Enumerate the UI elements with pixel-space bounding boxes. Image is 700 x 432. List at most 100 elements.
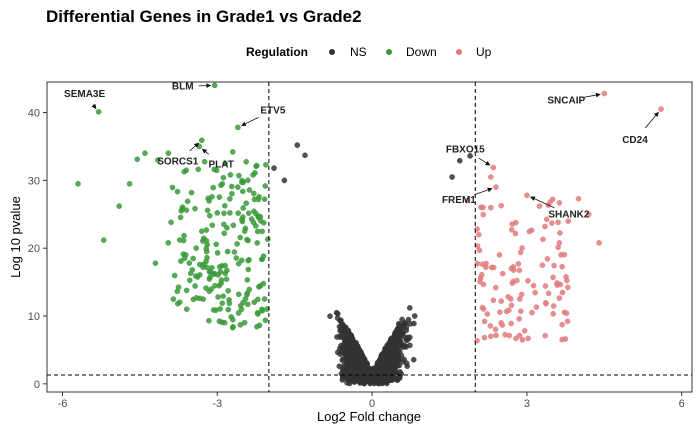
ns-point — [410, 356, 417, 363]
up-point — [483, 260, 489, 267]
down-point — [142, 150, 148, 156]
down-point — [206, 269, 213, 275]
down-point — [183, 167, 190, 173]
up-point — [496, 309, 503, 316]
down-point — [254, 296, 261, 303]
down-point — [174, 300, 181, 307]
up-point — [559, 289, 566, 296]
ns-point — [403, 360, 410, 367]
down-point — [235, 210, 241, 216]
down-point — [239, 177, 245, 184]
up-point — [564, 277, 570, 284]
up-point — [515, 260, 522, 267]
ns-point — [333, 309, 340, 316]
down-point — [192, 283, 198, 289]
legend-swatch-up — [456, 49, 462, 55]
annotation-arrow — [530, 196, 555, 209]
ns-point — [338, 348, 345, 355]
annotation-arrow — [581, 92, 601, 98]
legend-title: Regulation — [246, 45, 308, 59]
down-point — [207, 274, 213, 281]
down-point — [239, 188, 246, 195]
down-point — [240, 299, 246, 306]
down-point — [95, 109, 102, 115]
up-point — [542, 223, 548, 230]
up-point — [558, 251, 564, 258]
y-tick-label: 10 — [28, 311, 40, 323]
down-point — [220, 293, 226, 300]
down-point — [260, 253, 267, 260]
down-point — [222, 160, 228, 167]
down-point — [206, 212, 213, 219]
down-point — [203, 248, 210, 255]
down-point — [215, 294, 221, 300]
ns-point — [351, 352, 358, 359]
down-point — [75, 180, 81, 187]
down-point — [209, 193, 215, 200]
ns-point — [327, 313, 333, 320]
ns-point — [349, 344, 356, 351]
down-point — [214, 250, 221, 256]
up-point — [559, 321, 566, 328]
down-point — [229, 190, 235, 197]
down-point — [198, 137, 205, 144]
down-point — [245, 177, 251, 184]
y-tick-label: 40 — [28, 108, 40, 120]
down-point — [183, 306, 190, 313]
up-point — [487, 174, 494, 180]
ns-point — [399, 325, 405, 332]
up-point — [563, 310, 570, 317]
up-point — [513, 335, 519, 342]
up-point — [518, 291, 525, 298]
legend-label-ns: NS — [350, 45, 367, 59]
up-point — [521, 328, 528, 334]
down-point — [188, 189, 195, 196]
down-point — [256, 284, 262, 290]
down-point — [227, 172, 234, 178]
up-point — [551, 262, 557, 269]
chart-title: Differential Genes in Grade1 vs Grade2 — [46, 7, 362, 26]
gene-label-frem1: FREM1 — [442, 195, 476, 206]
ns-point — [396, 362, 403, 369]
x-tick-label: 6 — [679, 398, 685, 410]
down-point — [201, 158, 208, 165]
down-point — [220, 221, 227, 228]
down-point — [237, 234, 243, 241]
ns-point — [456, 157, 463, 164]
down-point — [168, 219, 174, 226]
up-point — [575, 195, 582, 202]
up-point — [498, 202, 505, 209]
down-point — [235, 184, 241, 190]
up-point — [493, 184, 499, 190]
up-point — [481, 318, 488, 325]
legend: Regulation NS Down Up — [246, 45, 492, 59]
gene-label-sorcs1: SORCS1 — [157, 156, 199, 167]
down-point — [262, 183, 269, 189]
down-point — [223, 276, 230, 283]
ns-point — [405, 316, 412, 323]
up-point — [498, 298, 505, 304]
up-point — [480, 211, 487, 218]
down-point — [235, 260, 242, 267]
gene-label-etv5: ETV5 — [260, 105, 285, 116]
annotation-arrow — [201, 148, 210, 155]
up-point — [549, 220, 555, 226]
up-point — [596, 239, 602, 246]
ns-point — [385, 355, 391, 361]
gene-label-cd24: CD24 — [622, 135, 648, 146]
up-point — [559, 263, 565, 270]
up-point — [480, 306, 487, 312]
down-point — [217, 268, 224, 275]
ns-point — [406, 305, 413, 311]
down-point — [264, 306, 270, 312]
down-point — [261, 196, 268, 202]
down-point — [181, 232, 187, 239]
up-point — [474, 226, 480, 232]
up-point — [503, 308, 510, 315]
gene-label-plat: PLAT — [209, 159, 234, 170]
down-point — [211, 82, 218, 89]
down-point — [238, 306, 245, 313]
annotation-arrow — [91, 103, 97, 110]
ns-point — [281, 177, 288, 184]
